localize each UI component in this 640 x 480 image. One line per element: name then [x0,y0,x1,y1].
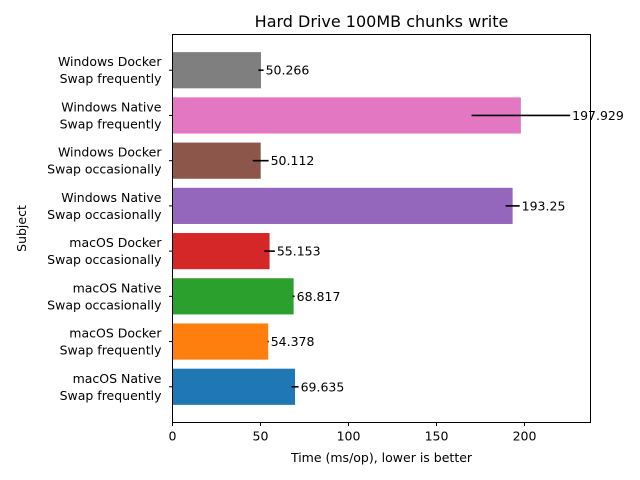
data-label: 68.817 [297,289,341,304]
data-label: 54.378 [271,334,315,349]
x-tick-label: 200 [513,429,537,444]
bar [172,52,261,89]
y-tick-label-line: macOS Docker [69,235,162,250]
bar [172,142,261,179]
y-axis-label: Subject [14,205,29,252]
data-label: 193.25 [522,198,566,213]
y-tick-label: Windows Native Swap frequently [60,99,163,131]
y-tick-label-line: macOS Docker [69,326,162,341]
y-tick-label: Windows Native Swap occasionally [47,190,162,222]
y-tick-label-line: macOS Native [73,280,162,295]
data-labels-layer: 69.635 54.378 68.817 55.153 193.25 50.112 197.… [266,63,624,395]
y-tick-label-line: Swap frequently [60,71,163,86]
y-tick-label: macOS Native Swap occasionally [47,280,162,312]
bar [172,368,296,405]
data-label: 197.929 [572,108,624,123]
y-tick-label-line: Windows Docker [58,145,162,160]
y-tick-label: macOS Docker Swap frequently [60,326,163,358]
y-tick-label-line: Swap occasionally [47,252,162,267]
x-tick-label: 0 [169,429,177,444]
data-label: 50.112 [271,153,315,168]
bars-layer [172,52,521,405]
y-tick-label: macOS Native Swap frequently [60,371,163,403]
y-tick-label-line: Windows Native [61,190,162,205]
plot-frame [172,34,591,423]
bar [172,278,294,315]
y-tick-label-line: Swap frequently [60,116,163,131]
y-tick-label-line: Windows Native [61,99,162,114]
bar [172,233,270,270]
y-tick-label-line: Swap frequently [60,388,163,403]
y-tick-label: Windows Docker Swap occasionally [47,145,162,177]
bar [172,97,521,134]
data-label: 69.635 [301,379,345,394]
bar [172,323,269,360]
data-label: 55.153 [277,244,321,259]
error-bars-layer [252,69,571,388]
x-axis-label: Time (ms/op), lower is better [290,450,473,465]
y-ticks-layer: macOS Native Swap frequently macOS Docker S… [47,54,173,403]
y-tick-label-line: Swap occasionally [47,297,162,312]
y-tick-label: macOS Docker Swap occasionally [47,235,162,267]
y-tick-label-line: Swap occasionally [47,207,162,222]
x-tick-label: 100 [337,429,361,444]
x-tick-label: 150 [425,429,449,444]
y-tick-label-line: Swap occasionally [47,162,162,177]
y-tick-label-line: Swap frequently [60,343,163,358]
x-tick-label: 50 [253,429,269,444]
y-tick-label: Windows Docker Swap frequently [58,54,162,86]
y-tick-label-line: macOS Native [73,371,162,386]
data-label: 50.266 [266,63,310,78]
x-ticks-layer: 0 50 100 150 200 [169,422,537,444]
bar [172,187,513,224]
chart-title: Hard Drive 100MB chunks write [255,12,509,31]
y-tick-label-line: Windows Docker [58,54,162,69]
